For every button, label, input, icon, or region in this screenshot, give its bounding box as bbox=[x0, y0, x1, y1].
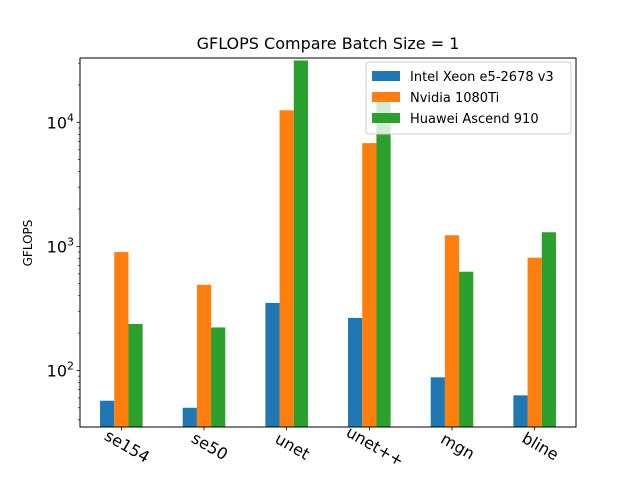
y-axis-label: GFLOPS bbox=[21, 220, 35, 267]
legend-swatch-series-1 bbox=[372, 71, 400, 81]
y-tick-label: 102 bbox=[47, 359, 74, 380]
legend-swatch-series-3 bbox=[372, 113, 400, 123]
bar-unet++-series-2 bbox=[362, 143, 377, 427]
bar-se154-series-2 bbox=[114, 252, 129, 427]
legend-label-series-2: Nvidia 1080Ti bbox=[410, 91, 499, 106]
bar-se154-series-3 bbox=[128, 323, 143, 427]
y-tick-label: 103 bbox=[47, 235, 74, 256]
bar-mgn-series-2 bbox=[444, 235, 460, 427]
plot-frame bbox=[79, 57, 577, 428]
y-tick-label: 104 bbox=[47, 111, 74, 132]
bar-bline-series-3 bbox=[541, 232, 556, 427]
legend-box bbox=[365, 61, 572, 135]
bar-unet++-series-1 bbox=[348, 317, 363, 427]
bar-unet++-series-3 bbox=[376, 92, 391, 428]
bar-unet-series-1 bbox=[265, 302, 280, 427]
bar-unet-series-3 bbox=[293, 60, 308, 427]
bar-mgn-series-3 bbox=[459, 271, 474, 427]
legend: Intel Xeon e5-2678 v3 Nvidia 1080Ti Huawei… bbox=[365, 61, 572, 135]
chart-title: GFLOPS Compare Batch Size = 1 bbox=[197, 34, 460, 53]
bar-bline-series-2 bbox=[527, 257, 542, 427]
bar-se50-series-1 bbox=[182, 407, 197, 427]
legend-label-series-1: Intel Xeon e5-2678 v3 bbox=[410, 70, 554, 85]
y-axis: 102 103 104 bbox=[47, 62, 80, 421]
legend-swatch-series-2 bbox=[372, 92, 400, 102]
legend-label-series-3: Huawei Ascend 910 bbox=[410, 112, 539, 127]
bar-se50-series-2 bbox=[196, 284, 212, 427]
bar-unet-series-2 bbox=[279, 110, 294, 428]
bar-se154-series-1 bbox=[100, 400, 115, 427]
bar-se50-series-3 bbox=[211, 327, 226, 427]
bars-group bbox=[100, 60, 556, 428]
bar-bline-series-1 bbox=[513, 395, 528, 427]
bar-mgn-series-1 bbox=[430, 377, 445, 427]
